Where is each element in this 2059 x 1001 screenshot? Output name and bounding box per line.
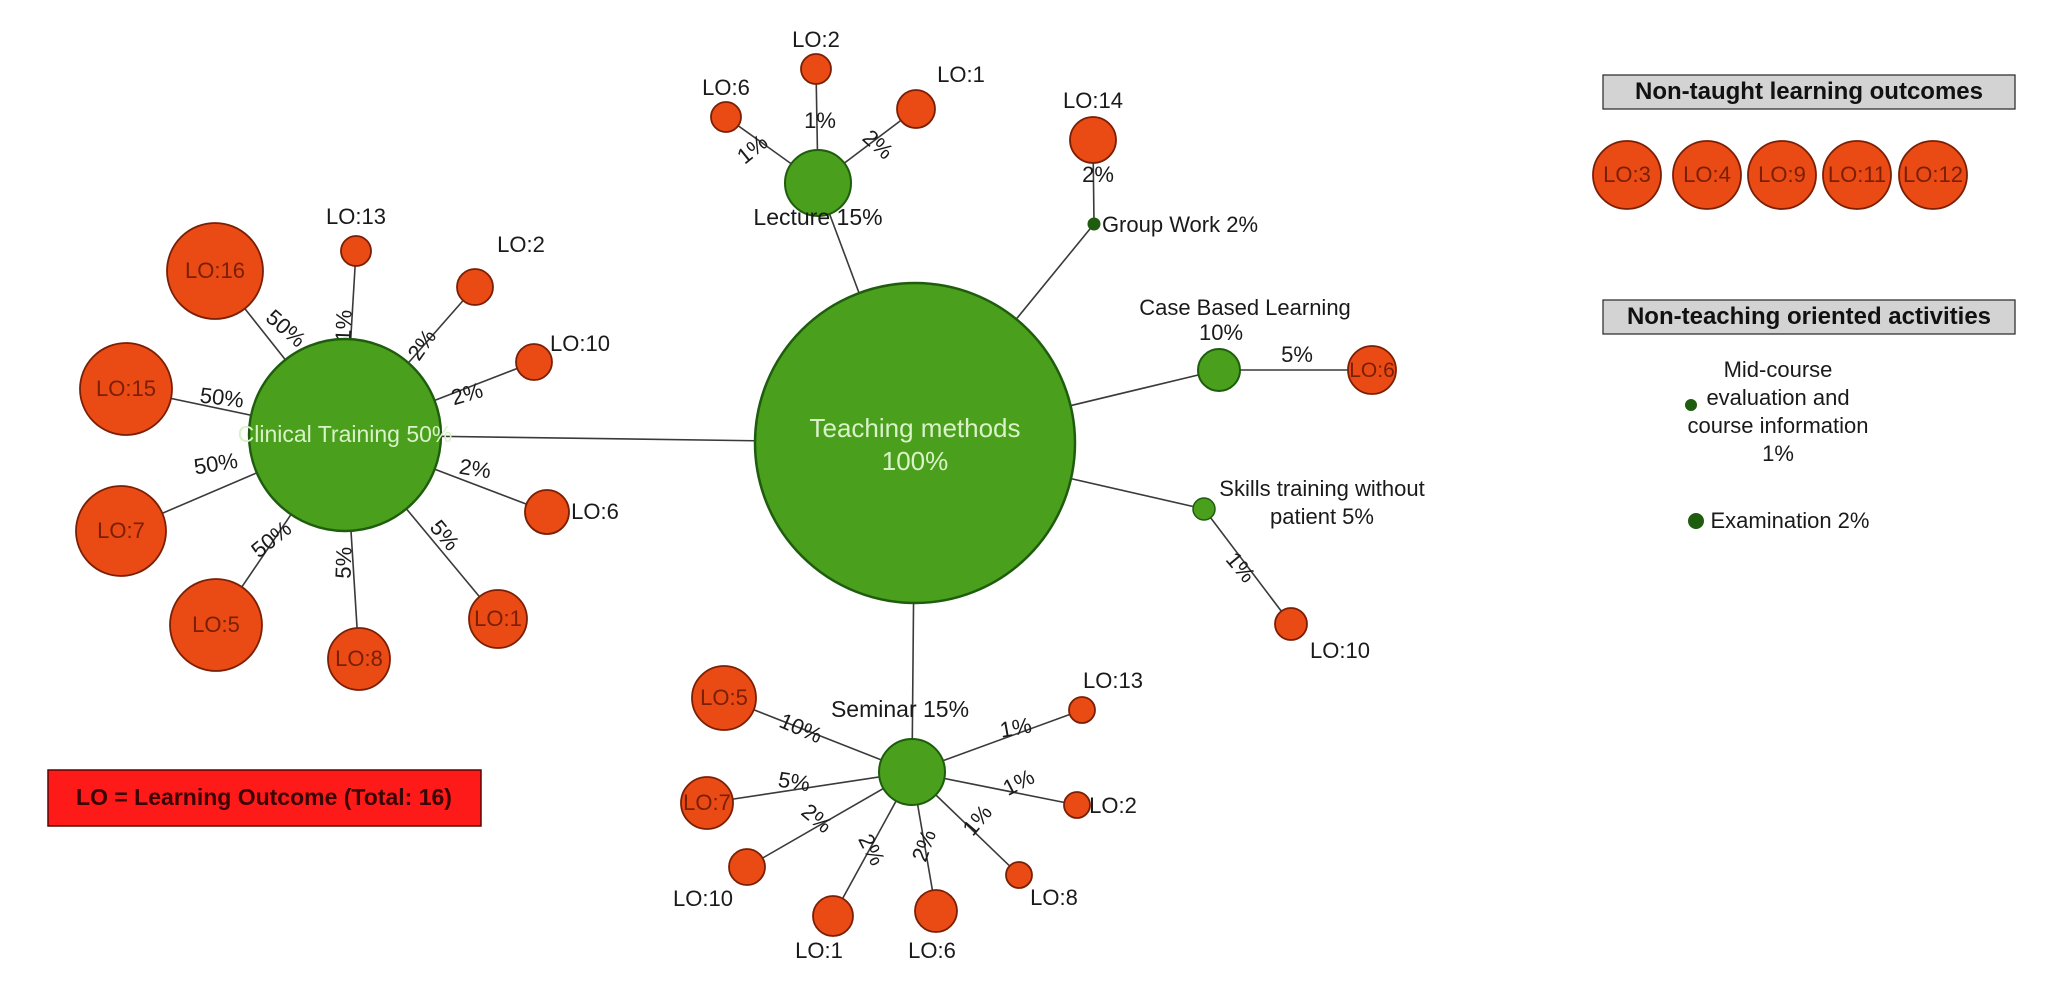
svg-text:LO:6: LO:6 [571,499,619,524]
svg-text:2%: 2% [448,377,485,410]
svg-text:LO:7: LO:7 [683,790,731,815]
svg-text:Non-taught learning outcomes: Non-taught learning outcomes [1635,78,1983,105]
svg-text:patient 5%: patient 5% [1270,504,1374,529]
svg-text:Teaching methods: Teaching methods [809,413,1020,443]
svg-text:LO:13: LO:13 [1083,668,1143,693]
svg-text:1%: 1% [957,800,997,840]
svg-text:Mid-course: Mid-course [1724,357,1833,382]
svg-text:LO:1: LO:1 [937,62,985,87]
svg-text:LO:4: LO:4 [1683,162,1731,187]
svg-text:1%: 1% [804,108,836,133]
svg-text:5%: 5% [425,515,465,555]
svg-text:LO:10: LO:10 [550,331,610,356]
svg-text:1%: 1% [999,764,1039,801]
svg-text:LO:15: LO:15 [96,376,156,401]
svg-text:LO:10: LO:10 [1310,638,1370,663]
svg-text:2%: 2% [1082,162,1114,187]
svg-text:50%: 50% [246,516,296,563]
svg-text:100%: 100% [882,446,949,476]
svg-text:LO:1: LO:1 [474,606,522,631]
svg-text:LO:7: LO:7 [97,518,145,543]
svg-text:2%: 2% [853,830,890,870]
svg-text:5%: 5% [1281,342,1313,367]
svg-text:50%: 50% [261,304,311,352]
svg-text:LO:6: LO:6 [702,75,750,100]
svg-text:LO:3: LO:3 [1603,162,1651,187]
svg-text:LO:16: LO:16 [185,258,245,283]
svg-text:LO:5: LO:5 [192,612,240,637]
svg-text:1%: 1% [732,129,772,168]
svg-text:LO = Learning Outcome (Total:: LO = Learning Outcome (Total: 16) [76,784,452,810]
svg-text:2%: 2% [907,826,941,864]
svg-text:Clinical Training 50%: Clinical Training 50% [238,421,453,447]
svg-text:5%: 5% [777,767,812,797]
svg-text:LO:8: LO:8 [335,646,383,671]
svg-text:2%: 2% [797,798,837,838]
svg-text:Seminar 15%: Seminar 15% [831,696,969,722]
svg-text:LO:6: LO:6 [908,938,956,963]
svg-text:Non-teaching oriented activiti: Non-teaching oriented activities [1627,303,1991,330]
svg-text:LO:6: LO:6 [1349,359,1395,382]
svg-text:10%: 10% [1199,320,1243,345]
svg-text:LO:9: LO:9 [1758,162,1806,187]
svg-text:LO:2: LO:2 [1089,793,1137,818]
svg-text:course information: course information [1688,413,1869,438]
svg-text:LO:1: LO:1 [795,938,843,963]
svg-text:1%: 1% [1221,547,1261,587]
svg-text:10%: 10% [776,708,826,748]
svg-text:evaluation and: evaluation and [1706,385,1849,410]
svg-text:LO:2: LO:2 [792,27,840,52]
svg-text:5%: 5% [330,546,356,579]
svg-text:50%: 50% [199,382,246,412]
svg-text:1%: 1% [330,309,356,342]
svg-text:LO:12: LO:12 [1903,162,1963,187]
svg-text:Case Based Learning: Case Based Learning [1139,295,1351,320]
svg-text:1%: 1% [1762,441,1794,466]
svg-text:LO:5: LO:5 [700,685,748,710]
svg-text:Skills training without: Skills training without [1219,476,1424,501]
svg-text:LO:10: LO:10 [673,886,733,911]
svg-text:Group Work 2%: Group Work 2% [1102,212,1258,237]
svg-text:2%: 2% [858,124,898,164]
svg-text:LO:8: LO:8 [1030,885,1078,910]
svg-text:Lecture 15%: Lecture 15% [753,204,882,230]
svg-text:LO:2: LO:2 [497,232,545,257]
svg-text:LO:11: LO:11 [1828,162,1886,187]
svg-text:2%: 2% [458,454,493,484]
svg-text:LO:14: LO:14 [1063,88,1123,113]
svg-text:LO:13: LO:13 [326,204,386,229]
svg-text:Examination 2%: Examination 2% [1711,508,1870,533]
svg-text:50%: 50% [192,448,239,480]
svg-text:2%: 2% [402,325,441,365]
svg-text:1%: 1% [998,713,1034,743]
